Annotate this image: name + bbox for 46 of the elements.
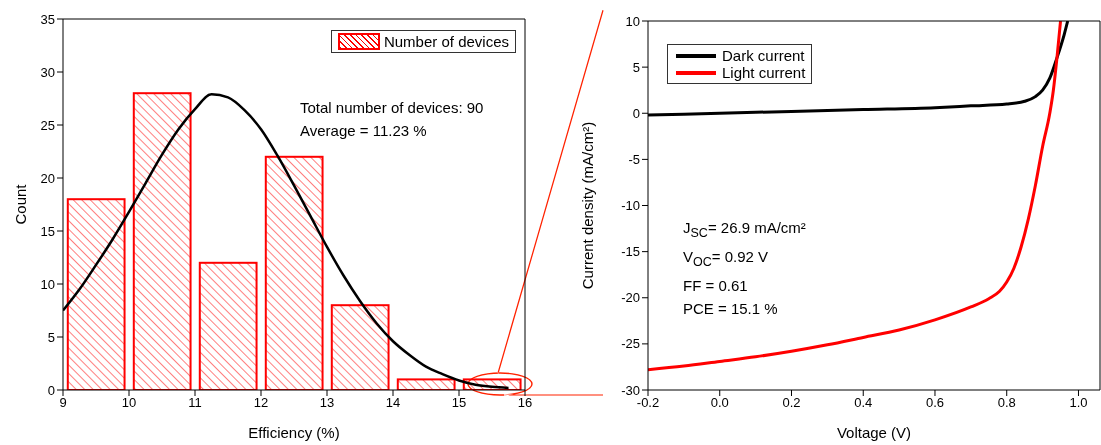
y-tick-label: 25	[40, 117, 55, 133]
x-tick-label: 12	[253, 395, 269, 411]
annotation: Average = 11.23 %	[300, 121, 428, 141]
y-axis-title: Current density (mA/cm²)	[579, 121, 597, 290]
annotation: Total number of devices: 90	[300, 98, 484, 118]
y-tick-label: 0	[632, 105, 640, 121]
y-tick-label: -5	[628, 151, 640, 167]
y-tick-label: -10	[621, 198, 640, 214]
legend-label: Dark current	[722, 47, 805, 64]
annotation: V$_{OC}$= 0.92 V	[683, 247, 770, 271]
x-tick-label: 14	[385, 395, 401, 411]
y-tick-label: -20	[621, 290, 640, 306]
y-tick-label: 20	[40, 170, 55, 186]
y-tick-label: 10	[625, 13, 640, 29]
x-tick-label: 0.6	[925, 395, 945, 411]
x-tick-label: 11	[188, 395, 202, 411]
line-series	[648, 21, 1063, 372]
y-tick-label: 10	[40, 276, 55, 292]
y-tick-label: -30	[621, 382, 640, 398]
y-tick-label: -15	[621, 244, 640, 260]
y-axis-title: Count	[12, 183, 30, 225]
x-tick-label: 9	[59, 395, 67, 411]
y-tick-label: 35	[40, 11, 55, 27]
x-tick-label: 0.2	[782, 395, 801, 411]
legend-label: Light current	[722, 64, 806, 81]
annotation: PCE = 15.1 %	[683, 299, 779, 319]
x-tick-label: 13	[319, 395, 335, 411]
x-tick-label: 10	[121, 395, 137, 411]
x-tick-label: 0.4	[854, 395, 873, 411]
y-tick-label: 5	[632, 59, 640, 75]
y-tick-label: 30	[40, 64, 55, 80]
x-tick-label: 0.8	[997, 395, 1016, 411]
y-tick-label: 0	[47, 382, 55, 398]
x-tick-label: 1.0	[1069, 395, 1088, 411]
x-axis-title: Voltage (V)	[836, 424, 912, 441]
x-tick-label: 16	[517, 395, 533, 411]
annotation: FF = 0.61	[683, 276, 749, 296]
x-tick-label: 0.0	[710, 395, 729, 411]
annotation: J$_{SC}$= 26.9 mA/cm²	[683, 218, 806, 242]
y-tick-label: 5	[47, 329, 55, 345]
y-tick-label: -25	[621, 336, 640, 352]
legend-label: Number of devices	[383, 33, 509, 50]
x-axis-title: Efficiency (%)	[248, 424, 340, 441]
y-tick-label: 15	[40, 223, 55, 239]
x-tick-label: -0.2	[636, 395, 660, 411]
x-tick-label: 15	[451, 395, 467, 411]
